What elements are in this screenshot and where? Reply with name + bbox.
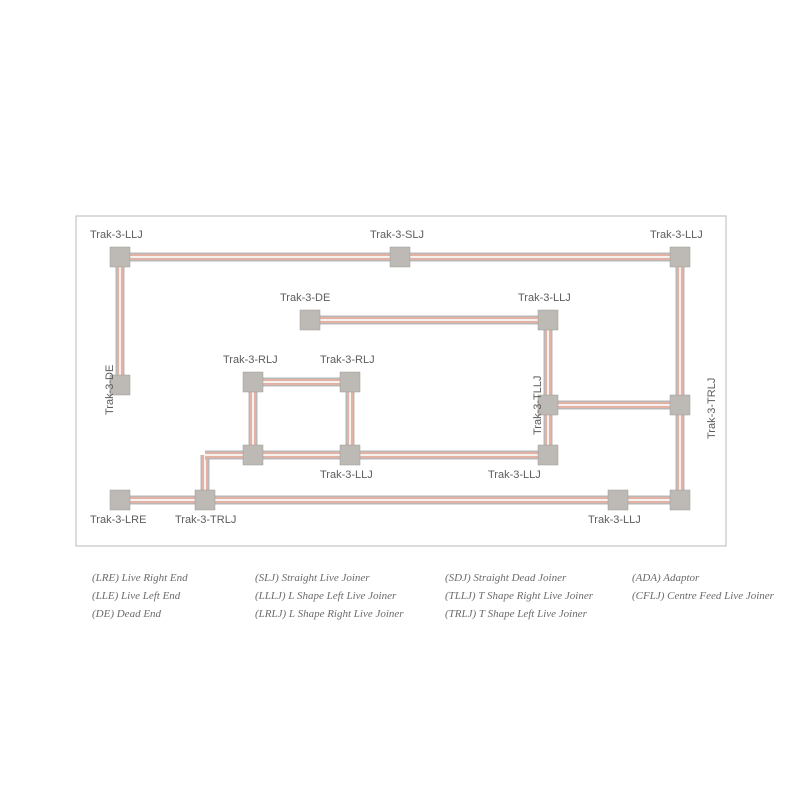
joiner-label: Trak-3-SLJ (370, 229, 424, 241)
joiner-block (110, 247, 130, 267)
legend-entry: (ADA) Adaptor (632, 572, 699, 584)
joiner-label: Trak-3-DE (104, 365, 116, 415)
legend-entry: (SLJ) Straight Live Joiner (255, 572, 370, 584)
joiner-block (243, 445, 263, 465)
legend-entry: (DE) Dead End (92, 608, 161, 620)
joiner-block (243, 372, 263, 392)
legend-entry: (LLE) Live Left End (92, 590, 180, 602)
joiner-block (670, 247, 690, 267)
diagram-stage: { "canvas": { "width": 800, "height": 80… (0, 0, 800, 800)
joiner-label: Trak-3-TRLJ (706, 378, 718, 439)
joiner-block (390, 247, 410, 267)
joiner-block (538, 445, 558, 465)
joiner-block (340, 372, 360, 392)
joiner-block (670, 490, 690, 510)
diagram-svg (0, 0, 800, 800)
joiner-label: Trak-3-LLJ (518, 292, 571, 304)
joiner-label: Trak-3-TRLJ (175, 514, 236, 526)
joiner-label: Trak-3-TLLJ (532, 376, 544, 436)
legend-entry: (SDJ) Straight Dead Joiner (445, 572, 566, 584)
legend-entry: (LLLJ) L Shape Left Live Joiner (255, 590, 396, 602)
joiner-block (608, 490, 628, 510)
joiner-block (670, 395, 690, 415)
joiner-label: Trak-3-LLJ (90, 229, 143, 241)
legend-entry: (LRLJ) L Shape Right Live Joiner (255, 608, 404, 620)
joiner-block (195, 490, 215, 510)
joiner-label: Trak-3-DE (280, 292, 330, 304)
legend-entry: (TRLJ) T Shape Left Live Joiner (445, 608, 587, 620)
joiner-label: Trak-3-LLJ (588, 514, 641, 526)
legend-entry: (TLLJ) T Shape Right Live Joiner (445, 590, 593, 602)
joiner-label: Trak-3-RLJ (320, 354, 375, 366)
joiner-block (340, 445, 360, 465)
joiner-label: Trak-3-LLJ (320, 469, 373, 481)
joiner-block (538, 310, 558, 330)
legend-entry: (LRE) Live Right End (92, 572, 188, 584)
joiner-label: Trak-3-LRE (90, 514, 146, 526)
joiner-block (300, 310, 320, 330)
joiner-label: Trak-3-RLJ (223, 354, 278, 366)
legend-entry: (CFLJ) Centre Feed Live Joiner (632, 590, 774, 602)
joiner-block (110, 490, 130, 510)
joiner-label: Trak-3-LLJ (488, 469, 541, 481)
joiner-label: Trak-3-LLJ (650, 229, 703, 241)
